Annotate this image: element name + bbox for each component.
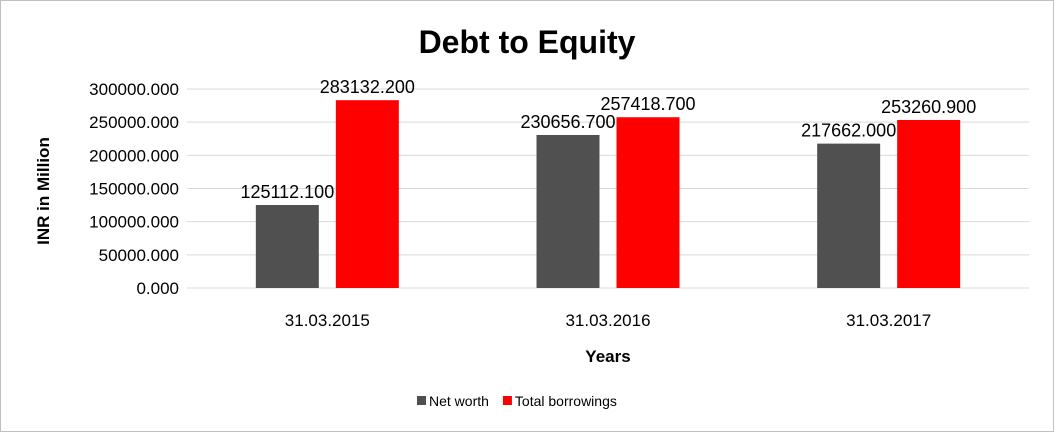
gridlines [187,88,1029,289]
legend-label: Net worth [429,393,489,409]
x-tick-label: 31.03.2017 [846,311,931,330]
y-axis-title: INR in Million [34,137,53,245]
y-tick-label: 200000.000 [89,146,179,165]
data-label: 257418.700 [600,94,695,114]
y-axis-ticks: 0.000 50000.000 100000.000 150000.000 200000… [89,80,179,298]
data-label: 217662.000 [801,121,896,141]
x-axis-ticks: 31.03.2015 31.03.2016 31.03.2017 [285,311,931,330]
data-label: 230656.700 [520,112,615,132]
legend: Net worth Total borrowings [417,393,617,409]
bar-net-worth [536,134,600,288]
y-tick-label: 0.000 [136,279,179,298]
y-tick-label: 100000.000 [89,213,179,232]
y-tick-label: 150000.000 [89,180,179,199]
bar-net-worth [817,143,881,288]
y-tick-label: 50000.000 [99,246,179,265]
data-label: 253260.900 [881,97,976,117]
data-label: 125112.100 [240,182,334,202]
y-tick-label: 300000.000 [89,80,179,99]
chart-title: Debt to Equity [419,24,636,60]
x-tick-label: 31.03.2015 [285,311,370,330]
y-tick-label: 250000.000 [89,113,179,132]
x-axis-title: Years [585,347,630,366]
legend-label: Total borrowings [515,393,617,409]
bar-total-borrowings [897,120,961,288]
bars: 125112.100 283132.200 230656.700257418.700… [240,77,976,289]
bar-net-worth [255,205,319,288]
legend-swatch [502,396,512,405]
x-tick-label: 31.03.2016 [565,311,650,330]
legend-swatch [417,396,426,405]
bar-total-borrowings [616,117,680,288]
bar-total-borrowings [335,100,399,289]
data-label: 283132.200 [320,77,415,97]
